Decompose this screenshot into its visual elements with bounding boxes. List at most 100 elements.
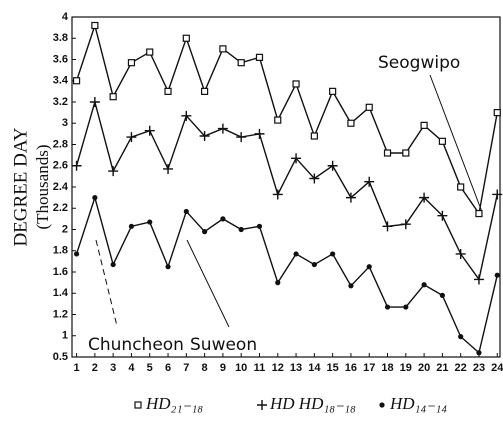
legend-marker (257, 400, 267, 410)
x-tick-label: 3 (110, 362, 116, 374)
x-tick-label: 12 (272, 362, 284, 374)
y-tick-label: 2 (62, 223, 68, 235)
point (437, 210, 448, 221)
annotation: Seogwipo (378, 53, 460, 73)
x-tick-label: 11 (254, 362, 266, 374)
point (309, 173, 320, 184)
legend-marker (379, 402, 385, 408)
point (237, 59, 245, 67)
x-tick-label: 8 (202, 362, 208, 374)
point (421, 282, 427, 288)
annotation: Chuncheon (88, 335, 184, 355)
y-axis-label: DEGREE DAY (10, 127, 31, 246)
point (108, 166, 119, 177)
x-tick-label: 15 (327, 362, 339, 374)
x-tick-label: 20 (418, 362, 430, 374)
point (274, 116, 282, 124)
point (255, 53, 264, 61)
point (403, 304, 409, 310)
y-tick-label: 0.5 (53, 351, 68, 363)
x-tick-label: 22 (455, 362, 467, 374)
point (382, 221, 393, 232)
point (492, 189, 503, 200)
point (457, 183, 465, 191)
point (329, 87, 337, 95)
point (475, 209, 483, 218)
annotation-pointer (186, 239, 230, 328)
x-tick-label: 21 (436, 362, 448, 374)
point (219, 45, 227, 53)
point (455, 248, 466, 259)
legend-label: HD HD₁₈₋₁₈ (269, 394, 356, 413)
point (419, 192, 430, 203)
point (238, 226, 244, 233)
point (91, 21, 99, 30)
x-tick-label: 18 (381, 362, 393, 374)
point (330, 251, 336, 257)
series-line (75, 195, 498, 355)
point (73, 251, 80, 257)
point (220, 216, 226, 222)
point (438, 137, 446, 145)
point (402, 149, 410, 157)
y-tick-label: 3 (62, 117, 68, 129)
point (110, 261, 116, 268)
point (366, 264, 372, 270)
x-tick-label: 14 (308, 362, 321, 374)
y-tick-label: 4 (62, 11, 69, 23)
point (146, 48, 154, 56)
point (476, 350, 482, 356)
point (347, 119, 355, 127)
point (236, 132, 247, 143)
x-tick-label: 16 (345, 362, 357, 374)
point (202, 229, 208, 235)
annotation-pointer (95, 239, 118, 327)
x-tick-label: 23 (473, 362, 485, 374)
y-tick-label: 1.2 (53, 308, 68, 320)
point (293, 251, 299, 257)
point (310, 132, 318, 140)
point (109, 93, 117, 101)
x-tick-label: 9 (220, 362, 226, 374)
point (292, 80, 300, 88)
point (164, 87, 172, 95)
point (201, 87, 209, 95)
y-tick-label: 3.8 (53, 32, 68, 44)
point (126, 132, 137, 143)
point (384, 304, 391, 310)
x-tick-label: 5 (147, 362, 153, 374)
point (311, 261, 317, 268)
point (291, 153, 302, 164)
point (71, 160, 82, 171)
y-axis-label-unit: (Thousands) (33, 145, 52, 230)
series-line (75, 99, 498, 282)
x-tick-label: 7 (183, 362, 189, 374)
legend-label: HD₁₄₋₁₄ (389, 394, 447, 413)
point (199, 131, 210, 141)
point (364, 176, 375, 187)
point (256, 223, 263, 229)
point (365, 103, 373, 111)
x-tick-label: 4 (128, 362, 135, 374)
point (493, 109, 501, 117)
point (458, 334, 464, 340)
point (128, 223, 135, 229)
point (494, 272, 500, 278)
x-tick-label: 24 (491, 362, 503, 374)
point (163, 163, 174, 174)
point (217, 123, 228, 134)
point (275, 280, 281, 286)
point (89, 97, 100, 107)
y-tick-label: 2.2 (53, 202, 68, 214)
x-tick-label: 19 (400, 362, 412, 374)
y-tick-label: 1.6 (53, 266, 68, 278)
x-tick-label: 2 (92, 362, 98, 374)
point (72, 77, 81, 85)
x-tick-label: 6 (165, 362, 171, 374)
y-tick-label: 3.6 (53, 53, 68, 65)
point (420, 121, 428, 129)
x-tick-label: 1 (74, 362, 80, 374)
point (327, 160, 338, 171)
point (383, 149, 392, 157)
